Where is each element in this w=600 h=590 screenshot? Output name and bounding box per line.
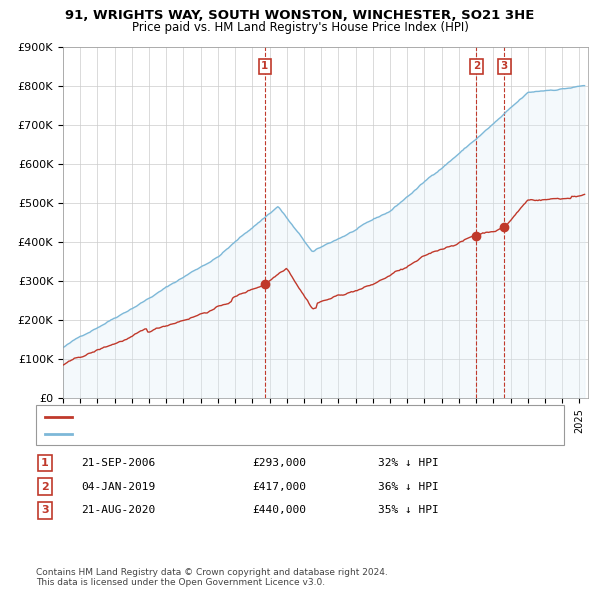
Text: 1: 1: [261, 61, 268, 71]
Text: 21-AUG-2020: 21-AUG-2020: [81, 506, 155, 515]
Text: £440,000: £440,000: [252, 506, 306, 515]
Text: 2: 2: [41, 482, 49, 491]
Text: 35% ↓ HPI: 35% ↓ HPI: [378, 506, 439, 515]
Text: 3: 3: [41, 506, 49, 515]
Text: £417,000: £417,000: [252, 482, 306, 491]
Text: £293,000: £293,000: [252, 458, 306, 468]
Text: 2: 2: [473, 61, 480, 71]
Text: Price paid vs. HM Land Registry's House Price Index (HPI): Price paid vs. HM Land Registry's House …: [131, 21, 469, 34]
Text: HPI: Average price, detached house, Winchester: HPI: Average price, detached house, Winc…: [75, 429, 326, 439]
Text: 32% ↓ HPI: 32% ↓ HPI: [378, 458, 439, 468]
Text: 21-SEP-2006: 21-SEP-2006: [81, 458, 155, 468]
Text: 1: 1: [41, 458, 49, 468]
Text: Contains HM Land Registry data © Crown copyright and database right 2024.
This d: Contains HM Land Registry data © Crown c…: [36, 568, 388, 587]
Text: 91, WRIGHTS WAY, SOUTH WONSTON, WINCHESTER, SO21 3HE (detached house): 91, WRIGHTS WAY, SOUTH WONSTON, WINCHEST…: [75, 412, 500, 422]
Text: 91, WRIGHTS WAY, SOUTH WONSTON, WINCHESTER, SO21 3HE: 91, WRIGHTS WAY, SOUTH WONSTON, WINCHEST…: [65, 9, 535, 22]
Text: 36% ↓ HPI: 36% ↓ HPI: [378, 482, 439, 491]
Text: 04-JAN-2019: 04-JAN-2019: [81, 482, 155, 491]
Text: 3: 3: [501, 61, 508, 71]
